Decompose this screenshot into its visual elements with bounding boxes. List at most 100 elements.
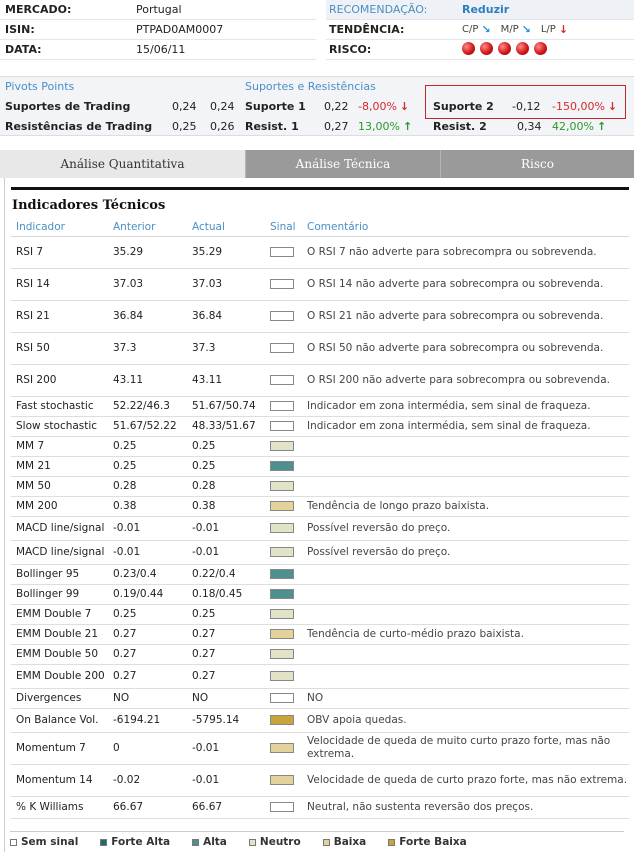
recomendacao-row: RECOMENDAÇÃO: Reduzir <box>326 0 634 20</box>
cell-anterior: 37.03 <box>108 268 187 301</box>
resist1-label: Resist. 1 <box>245 119 299 133</box>
cell-sinal <box>265 496 302 517</box>
analysis-tabs: Análise Quantitativa Análise Técnica Ris… <box>0 150 634 178</box>
suporte2-value: -0,12 <box>512 99 541 113</box>
cell-comentario: O RSI 7 não adverte para sobrecompra ou … <box>302 236 629 269</box>
signal-swatch <box>270 480 294 491</box>
risk-dot-icon <box>480 41 493 55</box>
cell-comentario: Tendência de longo prazo baixista. <box>302 496 629 517</box>
cell-actual: -0.01 <box>187 732 265 765</box>
header-sinal: Sinal <box>265 218 302 237</box>
cell-indicador: Bollinger 99 <box>11 584 108 605</box>
tab-analise-quantitativa[interactable]: Análise Quantitativa <box>0 150 245 178</box>
cell-indicador: MM 21 <box>11 456 108 477</box>
header-anterior: Anterior <box>108 218 187 237</box>
cell-indicador: Momentum 14 <box>11 764 108 797</box>
table-row: Momentum 7 0 -0.01 Velocidade de queda de m… <box>11 732 629 765</box>
resistencias-trading-v1: 0,25 <box>172 119 197 133</box>
cell-actual: 0.25 <box>187 456 265 477</box>
table-row: RSI 7 35.29 35.29 O RSI 7 não adverte para … <box>11 236 629 269</box>
header-comentario: Comentário <box>302 218 629 237</box>
cell-actual: -0.01 <box>187 516 265 541</box>
signal-legend: Sem sinal Forte Alta Alta Neutro Baixa Forte … <box>10 835 630 849</box>
cell-sinal <box>265 708 302 733</box>
legend-swatch <box>100 838 108 846</box>
legend-swatch <box>322 838 330 846</box>
cell-actual: NO <box>187 688 265 709</box>
legend-swatch <box>388 838 396 846</box>
table-row: RSI 200 43.11 43.11 O RSI 200 não adverte p… <box>11 364 629 397</box>
cell-indicador: EMM Double 21 <box>11 624 108 645</box>
cell-indicador: % K Williams <box>11 796 108 819</box>
cell-actual: 0.25 <box>187 436 265 457</box>
cell-anterior: 35.29 <box>108 236 187 269</box>
legend-item-alta: Alta <box>192 836 227 848</box>
table-row: Bollinger 95 0.23/0.4 0.22/0.4 <box>11 564 629 585</box>
trend-mp-label: M/P <box>500 24 519 35</box>
isin-value: PTPAD0AM0007 <box>136 23 224 36</box>
cell-sinal <box>265 796 302 819</box>
signal-swatch <box>270 400 294 411</box>
recommendation-panel: RECOMENDAÇÃO: Reduzir TENDÊNCIA: C/P ↘ M… <box>326 0 634 60</box>
table-row: MM 50 0.28 0.28 <box>11 476 629 497</box>
cell-indicador: MM 200 <box>11 496 108 517</box>
signal-swatch <box>270 522 294 533</box>
cell-actual: -0.01 <box>187 540 265 565</box>
cell-actual: 37.03 <box>187 268 265 301</box>
legend-label: Sem sinal <box>21 836 79 848</box>
table-row: Bollinger 99 0.19/0.44 0.18/0.45 <box>11 584 629 605</box>
cell-sinal <box>265 644 302 665</box>
cell-actual: 37.3 <box>187 332 265 365</box>
legend-item-forte-baixa: Forte Baixa <box>388 836 467 848</box>
mercado-row: MERCADO: Portugal <box>0 0 316 20</box>
cell-anterior: 0.25 <box>108 436 187 457</box>
resist2-label: Resist. 2 <box>433 119 487 133</box>
cell-anterior: 66.67 <box>108 796 187 819</box>
cell-indicador: On Balance Vol. <box>11 708 108 733</box>
table-header-row: Indicador Anterior Actual Sinal Comentár… <box>11 218 629 237</box>
cell-sinal <box>265 416 302 437</box>
cell-sinal <box>265 764 302 797</box>
signal-swatch <box>270 546 294 557</box>
legend-label: Baixa <box>333 836 367 848</box>
table-row: Momentum 14 -0.02 -0.01 Velocidade de queda… <box>11 764 629 797</box>
suporte2-pct: -150,00% <box>552 99 605 113</box>
legend-swatch <box>248 838 256 846</box>
trend-mp: M/P ↘ <box>501 23 531 36</box>
cell-actual: 48.33/51.67 <box>187 416 265 437</box>
tab-analise-tecnica[interactable]: Análise Técnica <box>245 150 440 178</box>
cell-anterior: -0.02 <box>108 764 187 797</box>
cell-anterior: 52.22/46.3 <box>108 396 187 417</box>
cell-anterior: 36.84 <box>108 300 187 333</box>
tendencia-label: TENDÊNCIA: <box>329 23 405 36</box>
trend-cp: C/P ↘ <box>462 23 491 36</box>
resistencias-trading-v2: 0,26 <box>210 119 235 133</box>
resist2-pct: 42,00% <box>552 119 594 133</box>
trend-lp-label: L/P <box>540 24 556 35</box>
mercado-label: MERCADO: <box>5 3 72 16</box>
signal-swatch <box>270 692 294 703</box>
cell-actual: 0.38 <box>187 496 265 517</box>
indicators-panel: Indicadores Técnicos Indicador Anterior … <box>4 178 634 852</box>
cell-sinal <box>265 732 302 765</box>
table-row: Fast stochastic 52.22/46.3 51.67/50.74 Indi… <box>11 396 629 417</box>
tab-risco[interactable]: Risco <box>440 150 634 178</box>
legend-swatch <box>192 838 200 846</box>
indicators-table: Indicador Anterior Actual Sinal Comentár… <box>11 218 629 819</box>
resist2-value: 0,34 <box>517 119 542 133</box>
legend-item-neutro: Neutro <box>248 836 301 848</box>
cell-comentario: O RSI 50 não adverte para sobrecompra ou… <box>302 332 629 365</box>
cell-comentario: O RSI 14 não adverte para sobrecompra ou… <box>302 268 629 301</box>
isin-row: ISIN: PTPAD0AM0007 <box>0 20 316 40</box>
header-actual: Actual <box>187 218 265 237</box>
indicators-table-body: RSI 7 35.29 35.29 O RSI 7 não adverte para … <box>11 236 629 819</box>
signal-swatch <box>270 588 294 599</box>
cell-indicador: RSI 200 <box>11 364 108 397</box>
cell-comentario: Velocidade de queda de muito curto prazo… <box>302 732 629 765</box>
legend-divider <box>10 831 624 832</box>
data-row: DATA: 15/06/11 <box>0 40 316 60</box>
cell-indicador: EMM Double 7 <box>11 604 108 625</box>
cell-actual: 43.11 <box>187 364 265 397</box>
data-value: 15/06/11 <box>136 43 186 56</box>
cell-indicador: Momentum 7 <box>11 732 108 765</box>
